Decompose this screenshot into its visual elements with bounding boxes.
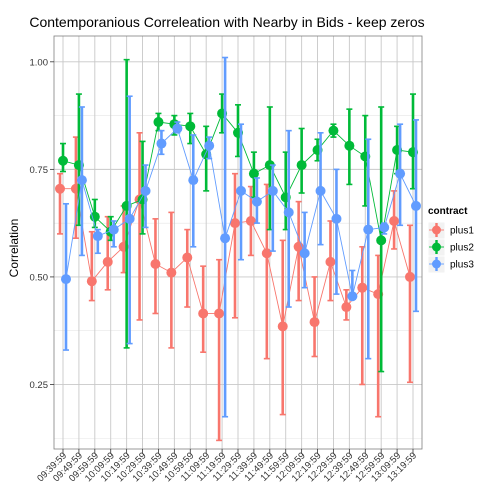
legend-entry-plus1: plus1 [427,221,474,240]
point-plus2 [344,140,355,151]
legend-entry-plus2: plus2 [427,238,474,257]
point-plus3 [315,185,326,196]
point-plus3 [204,140,215,151]
point-plus3 [299,248,310,259]
point-plus1 [86,276,97,287]
point-plus2 [58,155,68,166]
point-plus3 [379,222,390,233]
x-axis: 09:39:5909:49:5909:59:5910:09:5910:19:59… [35,449,419,484]
point-plus3 [92,231,103,242]
point-plus3 [251,196,262,207]
y-axis-title: Correlation [7,219,21,278]
point-plus1 [102,256,113,267]
point-plus3 [220,233,231,244]
point-plus3 [267,185,278,196]
legend-key-point [432,225,441,235]
point-plus2 [89,211,100,222]
point-plus1 [405,271,415,282]
point-plus1 [214,308,225,319]
point-plus1 [277,321,288,332]
point-plus1 [389,215,400,226]
series-layer [55,56,421,442]
point-plus1 [261,248,272,259]
point-plus3 [108,224,119,235]
point-plus3 [124,213,135,224]
legend: contract plus1 plus2 plus3 [427,206,474,274]
point-plus1 [230,218,240,229]
point-plus1 [182,252,193,263]
point-plus3 [140,185,151,196]
point-plus1 [55,183,65,194]
point-plus2 [153,117,164,128]
point-plus3 [331,213,342,224]
legend-label: plus3 [450,260,474,271]
y-tick-label: 0.75 [30,165,49,176]
grid [53,35,423,450]
y-tick-label: 0.50 [30,272,49,283]
point-plus2 [296,160,307,171]
point-plus1 [198,308,209,319]
point-plus3 [61,274,71,285]
point-plus3 [283,207,294,218]
point-plus3 [172,123,183,134]
chart-title: Contemporanious Correleation with Nearby… [29,14,424,30]
y-tick-label: 0.25 [30,380,49,391]
point-plus1 [341,302,352,313]
point-plus1 [150,259,161,270]
point-plus1 [309,317,320,328]
legend-label: plus1 [450,226,474,237]
point-plus2 [248,168,259,179]
y-axis: 0.25 0.50 0.75 1.00 [30,57,54,391]
point-plus1 [166,267,177,278]
legend-key-point [432,259,441,269]
point-plus2 [376,235,387,246]
legend-entry-plus3: plus3 [427,255,474,274]
series-plus3 [61,56,421,418]
point-plus1 [245,215,256,226]
legend-label: plus2 [450,243,474,254]
y-tick-label: 1.00 [30,57,49,68]
point-plus3 [347,291,358,302]
point-plus3 [395,168,406,179]
point-plus3 [76,175,87,186]
point-plus2 [328,125,339,136]
point-plus3 [156,138,167,149]
point-plus2 [185,121,196,132]
point-plus1 [357,282,368,293]
point-plus3 [236,185,246,196]
point-plus3 [411,200,421,211]
point-plus3 [363,224,374,235]
series-plus1 [55,131,415,442]
legend-title: contract [428,206,468,217]
point-plus1 [325,256,336,267]
point-plus3 [188,175,199,186]
legend-key-point [432,242,441,252]
